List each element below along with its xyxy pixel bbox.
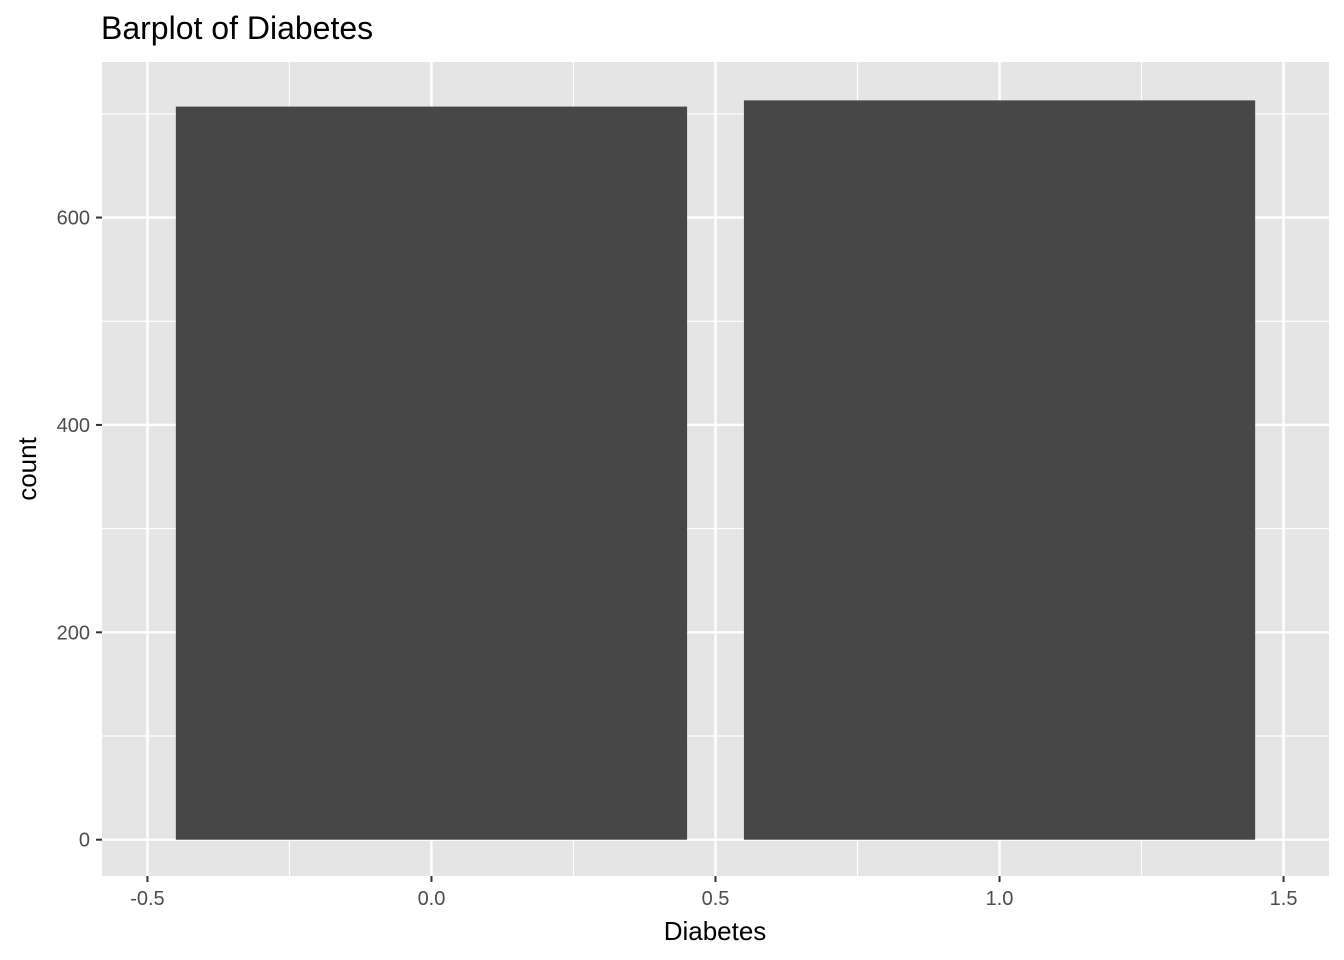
chart-title: Barplot of Diabetes xyxy=(101,10,373,46)
x-tick-label: 1.0 xyxy=(986,888,1014,910)
x-axis: -0.5 0.0 0.5 1.0 1.5 xyxy=(130,876,1297,910)
bar xyxy=(743,100,1256,840)
x-tick-label: 0.5 xyxy=(702,888,730,910)
x-axis-title: Diabetes xyxy=(664,916,767,946)
x-tick-label: 0.0 xyxy=(418,888,446,910)
y-axis-title: count xyxy=(12,436,42,500)
y-axis: 0 200 400 600 xyxy=(57,208,102,852)
bars xyxy=(175,100,1256,840)
y-tick-label: 0 xyxy=(79,830,90,852)
bar xyxy=(175,106,688,840)
y-tick-label: 400 xyxy=(57,415,90,437)
x-tick-label: 1.5 xyxy=(1270,888,1298,910)
y-tick-label: 200 xyxy=(57,622,90,644)
x-tick-label: -0.5 xyxy=(130,888,164,910)
y-tick-label: 600 xyxy=(57,208,90,230)
